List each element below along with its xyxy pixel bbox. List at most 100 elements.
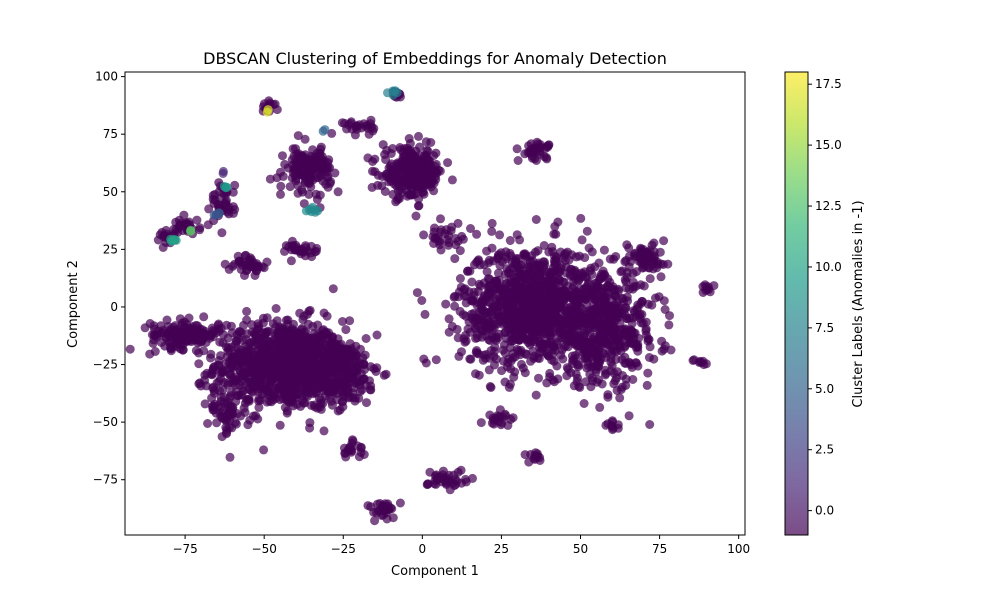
scatter-point xyxy=(507,336,517,346)
scatter-point xyxy=(209,405,219,415)
scatter-point xyxy=(158,243,168,252)
scatter-point xyxy=(520,334,530,344)
scatter-point xyxy=(392,88,402,98)
scatter-point xyxy=(570,265,580,275)
scatter-point xyxy=(651,293,660,303)
scatter-point xyxy=(351,361,361,371)
scatter-point xyxy=(313,369,323,379)
scatter-point xyxy=(467,309,476,319)
scatter-point xyxy=(485,274,494,284)
scatter-point xyxy=(464,317,474,327)
scatter-point xyxy=(288,241,298,251)
scatter-point xyxy=(302,332,312,342)
scatter-point xyxy=(688,356,698,365)
scatter-point xyxy=(591,278,601,288)
scatter-point xyxy=(333,187,343,197)
scatter-point xyxy=(587,342,597,352)
scatter-point xyxy=(363,501,373,511)
scatter-point xyxy=(526,311,536,321)
scatter-point xyxy=(366,115,376,125)
scatter-point xyxy=(576,293,585,303)
scatter-point xyxy=(606,317,616,327)
scatter-point xyxy=(348,436,358,446)
scatter-point xyxy=(276,167,285,177)
scatter-point xyxy=(192,330,202,340)
scatter-point xyxy=(533,315,542,325)
y-tick-label: −75 xyxy=(93,473,118,487)
x-tick-label: 100 xyxy=(727,542,750,556)
scatter-point xyxy=(424,172,434,182)
scatter-point xyxy=(257,344,267,354)
scatter-point xyxy=(300,134,310,144)
scatter-point xyxy=(275,324,285,334)
scatter-point xyxy=(242,335,251,345)
scatter-point xyxy=(450,301,460,311)
colorbar: 0.0 2.5 5.0 7.5 10.0 12.5 15.0 17.5 Cluster Lab… xyxy=(784,71,866,536)
scatter-point xyxy=(634,310,644,320)
scatter-point xyxy=(495,230,505,240)
scatter-point xyxy=(494,417,504,426)
scatter-point xyxy=(209,388,219,398)
scatter-point xyxy=(247,363,257,373)
scatter-point xyxy=(314,173,324,183)
scatter-point xyxy=(338,369,348,379)
scatter-point xyxy=(276,189,285,199)
scatter-point xyxy=(272,105,282,115)
scatter-point xyxy=(191,320,201,330)
scatter-point xyxy=(282,406,292,416)
scatter-point xyxy=(642,380,652,390)
colorbar-tick-label: 5.0 xyxy=(815,382,834,396)
scatter-point xyxy=(244,395,254,405)
scatter-point xyxy=(643,368,653,378)
scatter-point xyxy=(429,186,439,196)
scatter-point xyxy=(271,304,281,313)
scatter-point xyxy=(469,287,479,297)
scatter-point xyxy=(426,138,436,147)
scatter-point xyxy=(453,333,463,343)
scatter-point xyxy=(465,266,475,276)
scatter-point xyxy=(488,289,498,299)
scatter-point xyxy=(517,359,526,369)
scatter-point xyxy=(178,226,188,236)
scatter-point xyxy=(560,286,570,296)
scatter-point xyxy=(595,330,605,340)
scatter-point xyxy=(150,347,160,356)
scatter-point xyxy=(447,175,457,185)
scatter-point xyxy=(666,345,676,355)
scatter-point xyxy=(645,252,655,262)
scatter-point xyxy=(485,255,494,265)
scatter-point xyxy=(505,379,515,389)
scatter-point xyxy=(637,296,647,306)
scatter-point xyxy=(602,328,612,338)
scatter-point xyxy=(552,258,562,268)
scatter-point xyxy=(412,156,422,166)
scatter-point xyxy=(665,311,674,321)
scatter-point xyxy=(497,366,507,376)
y-tick-label: −25 xyxy=(93,358,118,372)
scatter-point xyxy=(225,393,235,403)
scatter-point xyxy=(225,423,234,432)
scatter-point xyxy=(351,351,361,360)
scatter-point xyxy=(311,152,321,162)
scatter-point xyxy=(350,130,360,140)
scatter-point xyxy=(336,339,346,349)
scatter-point xyxy=(196,381,206,391)
scatter-point xyxy=(342,352,352,362)
scatter-point xyxy=(416,179,426,189)
scatter-point xyxy=(533,246,543,256)
scatter-point xyxy=(231,419,241,429)
scatter-point xyxy=(274,384,284,394)
scatter-point xyxy=(223,378,233,388)
scatter-point xyxy=(368,166,377,176)
scatter-point xyxy=(553,217,563,227)
scatter-point xyxy=(362,398,371,408)
scatter-point xyxy=(657,346,667,356)
x-axis-label: Component 1 xyxy=(391,564,479,579)
scatter-point xyxy=(450,291,460,301)
scatter-point xyxy=(228,187,238,197)
scatter-point xyxy=(183,333,193,343)
scatter-point xyxy=(167,236,176,246)
scatter-point xyxy=(303,345,313,355)
scatter-point xyxy=(597,287,607,297)
scatter-point xyxy=(316,144,326,154)
